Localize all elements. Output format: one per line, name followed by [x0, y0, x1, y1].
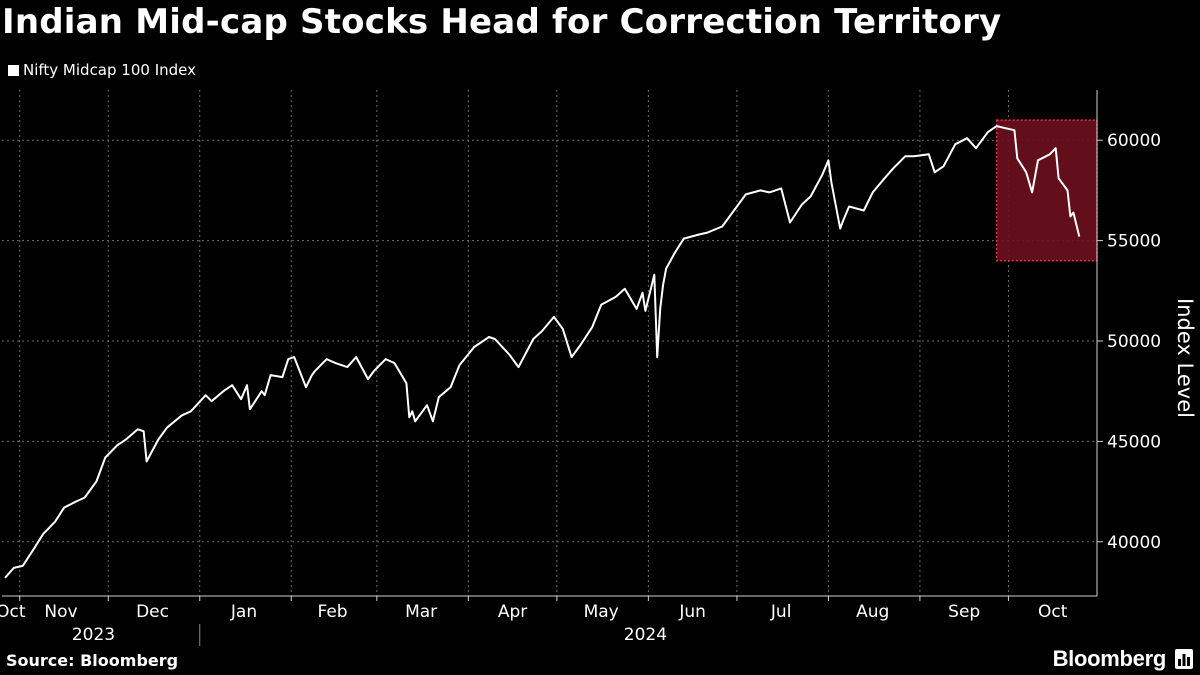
x-tick-label: May	[584, 602, 619, 622]
correction-highlight-box	[995, 119, 1098, 262]
x-tick-label: Jan	[230, 602, 257, 622]
bloomberg-logo: Bloomberg	[1052, 646, 1167, 671]
x-tick-label: Oct	[1038, 602, 1068, 622]
y-tick-label: 40000	[1107, 533, 1161, 553]
series-line-nifty-midcap-100	[4, 125, 1081, 579]
legend-swatch	[8, 64, 19, 76]
x-tick-label: Mar	[405, 602, 437, 622]
x-tick-label: Jul	[770, 602, 792, 622]
y-tick-label: 45000	[1107, 432, 1161, 452]
chart-title: Indian Mid-cap Stocks Head for Correctio…	[2, 2, 1002, 42]
source-note: Source: Bloomberg	[6, 651, 179, 670]
x-tick-label: Aug	[856, 602, 889, 622]
x-tick-label: Apr	[498, 602, 527, 622]
legend: Nifty Midcap 100 Index	[8, 61, 196, 79]
x-tick-label: Dec	[136, 602, 169, 622]
x-tick-label: Feb	[318, 602, 348, 622]
x-tick-label: Jun	[678, 602, 706, 622]
y-tick-label: 50000	[1107, 332, 1161, 352]
y-tick-label: 55000	[1107, 232, 1161, 252]
x-year-label: 2023	[72, 625, 115, 645]
y-tick-label: 60000	[1107, 131, 1161, 151]
x-tick-label: Sep	[948, 602, 980, 622]
x-tick-label: Nov	[44, 602, 77, 622]
legend-label: Nifty Midcap 100 Index	[23, 61, 196, 79]
x-year-label: 2024	[624, 625, 667, 645]
bloomberg-chart-icon	[1175, 649, 1193, 669]
y-axis-title: Index Level	[1173, 298, 1197, 418]
x-tick-label: Oct	[0, 602, 26, 622]
